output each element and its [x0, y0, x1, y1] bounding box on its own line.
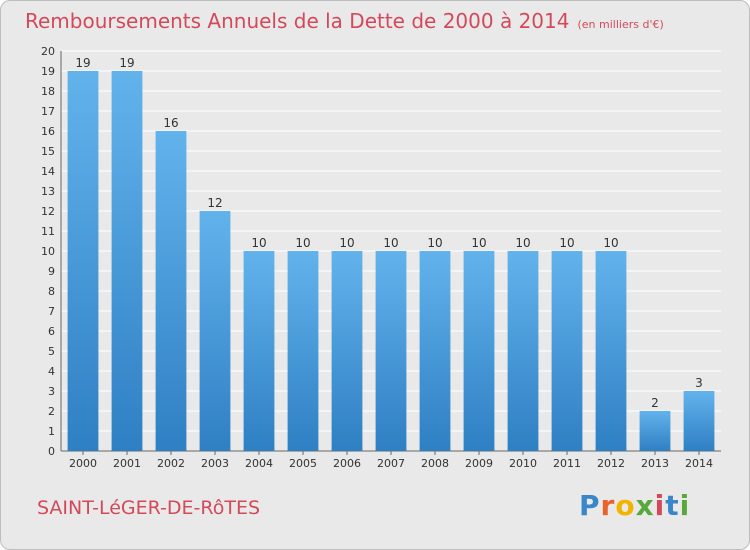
logo-letter: t	[665, 489, 680, 522]
logo-letter: i	[654, 489, 666, 522]
bar	[111, 71, 143, 451]
x-tick-label: 2003	[201, 457, 229, 470]
x-tick-label: 2012	[597, 457, 625, 470]
commune-name: SAINT-LéGER-DE-RôTES	[37, 497, 261, 519]
x-tick-label: 2013	[641, 457, 669, 470]
bar-value-label: 10	[515, 236, 530, 250]
bar-value-label: 10	[339, 236, 354, 250]
y-tick-label: 18	[41, 85, 55, 98]
bar-value-label: 3	[695, 376, 703, 390]
y-tick-label: 6	[48, 325, 55, 338]
x-tick-label: 2000	[69, 457, 97, 470]
bar-value-label: 19	[75, 56, 90, 70]
bar-value-label: 16	[163, 116, 178, 130]
proxiti-logo: Proxiti	[579, 489, 690, 522]
logo-letter: x	[635, 489, 655, 522]
bar	[67, 71, 99, 451]
x-tick-label: 2002	[157, 457, 185, 470]
bar-value-label: 10	[471, 236, 486, 250]
x-tick-label: 2011	[553, 457, 581, 470]
y-tick-label: 0	[48, 445, 55, 458]
x-tick-label: 2001	[113, 457, 141, 470]
y-tick-label: 5	[48, 345, 55, 358]
y-tick-label: 3	[48, 385, 55, 398]
bar-value-label: 2	[651, 396, 659, 410]
y-tick-label: 12	[41, 205, 55, 218]
y-tick-label: 15	[41, 145, 55, 158]
bar	[683, 391, 715, 451]
bar	[507, 251, 539, 451]
bar	[595, 251, 627, 451]
bar	[287, 251, 319, 451]
x-tick-label: 2010	[509, 457, 537, 470]
y-tick-label: 4	[48, 365, 55, 378]
bar-value-label: 19	[119, 56, 134, 70]
y-tick-label: 14	[41, 165, 55, 178]
logo-letter: r	[600, 489, 616, 522]
bar	[331, 251, 363, 451]
y-tick-label: 16	[41, 125, 55, 138]
x-tick-label: 2004	[245, 457, 273, 470]
bar	[243, 251, 275, 451]
bar-value-label: 10	[251, 236, 266, 250]
bar	[375, 251, 407, 451]
y-tick-label: 19	[41, 65, 55, 78]
y-tick-label: 17	[41, 105, 55, 118]
y-tick-label: 20	[41, 45, 55, 58]
y-tick-label: 13	[41, 185, 55, 198]
chart-title: Remboursements Annuels de la Dette de 20…	[25, 9, 664, 33]
bar	[463, 251, 495, 451]
bar	[551, 251, 583, 451]
y-tick-label: 11	[41, 225, 55, 238]
x-tick-label: 2006	[333, 457, 361, 470]
logo-letter: P	[579, 489, 601, 522]
bar-value-label: 10	[383, 236, 398, 250]
x-tick-label: 2009	[465, 457, 493, 470]
bar	[639, 411, 671, 451]
bar-value-label: 10	[427, 236, 442, 250]
bar-value-label: 10	[295, 236, 310, 250]
x-tick-label: 2007	[377, 457, 405, 470]
y-tick-label: 10	[41, 245, 55, 258]
bar	[419, 251, 451, 451]
bar-value-label: 10	[559, 236, 574, 250]
logo-letter: i	[679, 489, 691, 522]
logo-letter: o	[615, 489, 636, 522]
y-tick-label: 9	[48, 265, 55, 278]
bar	[155, 131, 187, 451]
chart-subtitle: (en milliers d'€)	[577, 18, 664, 31]
x-tick-label: 2014	[685, 457, 713, 470]
x-tick-label: 2008	[421, 457, 449, 470]
bar-value-label: 12	[207, 196, 222, 210]
y-tick-label: 7	[48, 305, 55, 318]
x-tick-label: 2005	[289, 457, 317, 470]
y-tick-label: 1	[48, 425, 55, 438]
bar-value-label: 10	[603, 236, 618, 250]
chart-title-text: Remboursements Annuels de la Dette de 20…	[25, 9, 570, 33]
bar	[199, 211, 231, 451]
y-tick-label: 2	[48, 405, 55, 418]
y-tick-label: 8	[48, 285, 55, 298]
